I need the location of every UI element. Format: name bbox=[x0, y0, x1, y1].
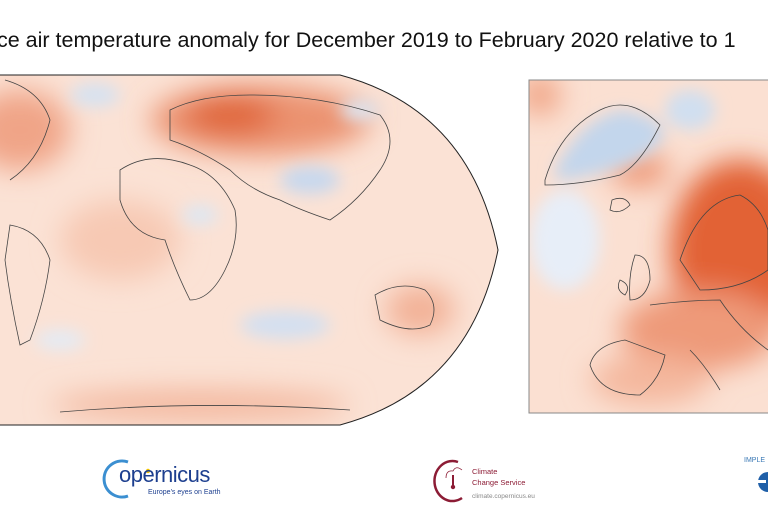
c3s-name-line2: Change Service bbox=[472, 478, 526, 487]
europe-map-border bbox=[528, 79, 768, 414]
implemented-by-label: IMPLE bbox=[744, 457, 766, 464]
coastlines bbox=[544, 104, 768, 396]
copernicus-tagline: Europe's eyes on Earth bbox=[148, 489, 221, 496]
map-title: ce air temperature anomaly for December … bbox=[0, 28, 736, 52]
europe-anomaly-map bbox=[529, 80, 768, 413]
c3s-name-line1: Climate bbox=[472, 467, 498, 476]
copernicus-wordmark: opernicus bbox=[119, 462, 210, 487]
implementing-agency-logo bbox=[758, 472, 768, 492]
copernicus-logo bbox=[102, 459, 151, 499]
c3s-url: climate.copernicus.eu bbox=[472, 493, 535, 500]
c3s-logo bbox=[433, 459, 463, 503]
coastlines bbox=[4, 79, 435, 413]
global-map-border bbox=[0, 74, 499, 426]
global-anomaly-map bbox=[0, 75, 498, 425]
